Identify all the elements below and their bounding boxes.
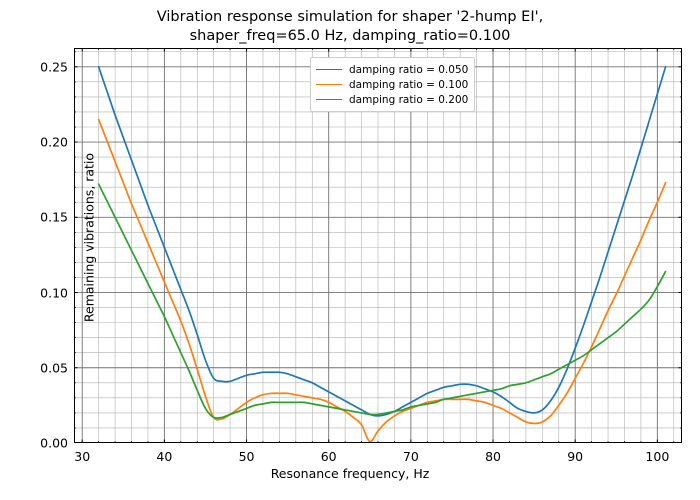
y-tick-label: 0.25 — [40, 59, 68, 75]
series-line — [97, 65, 667, 417]
legend-item: damping ratio = 0.200 — [316, 92, 468, 107]
x-tick-label: 60 — [320, 449, 337, 464]
legend-item: damping ratio = 0.050 — [316, 62, 468, 77]
legend: damping ratio = 0.050 damping ratio = 0.1… — [310, 57, 476, 112]
y-tick-label: 0.05 — [40, 360, 68, 376]
chart-title: Vibration response simulation for shaper… — [156, 9, 544, 44]
legend-label: damping ratio = 0.050 — [349, 63, 469, 76]
x-tick-label: 40 — [156, 449, 173, 464]
legend-item: damping ratio = 0.100 — [316, 77, 468, 92]
x-axis-label: Resonance frequency, Hz — [270, 466, 430, 481]
series-line — [97, 183, 667, 420]
y-tick-label: 0.20 — [40, 134, 68, 150]
series-lines — [97, 65, 667, 443]
legend-color-swatch — [316, 69, 342, 70]
x-tick-label: 80 — [485, 449, 501, 464]
y-tick-label: 0.10 — [40, 285, 68, 301]
x-tick-label: 30 — [74, 449, 91, 464]
y-axis-label: Remaining vibrations, ratio — [81, 152, 97, 323]
x-tick-label: 50 — [238, 449, 255, 464]
plot-area: Remaining vibrations, ratio — [74, 48, 682, 443]
plot-svg — [74, 48, 682, 443]
y-tick-label: 0.00 — [40, 435, 68, 451]
series-line — [97, 118, 667, 443]
x-tick-label: 90 — [567, 449, 584, 464]
tick-marks — [74, 48, 682, 443]
legend-color-swatch — [316, 99, 342, 100]
x-tick-label: 70 — [402, 449, 419, 464]
y-tick-label: 0.15 — [40, 209, 68, 225]
legend-label: damping ratio = 0.100 — [349, 78, 469, 91]
major-gridlines — [74, 48, 682, 443]
legend-color-swatch — [316, 84, 342, 85]
legend-label: damping ratio = 0.200 — [349, 93, 469, 106]
x-tick-label: 100 — [645, 449, 670, 464]
